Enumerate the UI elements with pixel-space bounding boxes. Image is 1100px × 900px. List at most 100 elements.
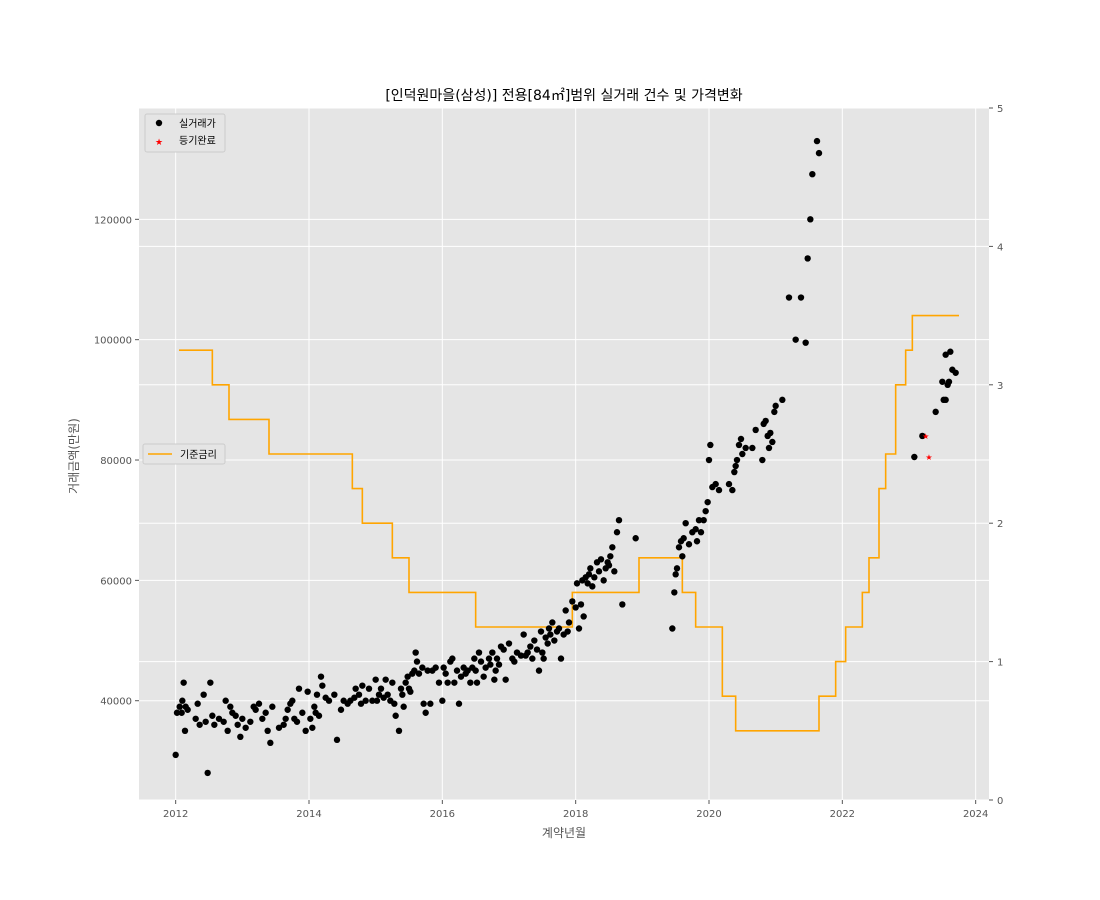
- price-point: [945, 378, 953, 385]
- price-point: [382, 676, 389, 683]
- price-point: [457, 673, 465, 680]
- price-point: [220, 718, 227, 725]
- price-point: [369, 697, 376, 704]
- price-point: [693, 538, 701, 545]
- price-point: [234, 721, 241, 728]
- y2-tick-label: 5: [997, 104, 1003, 115]
- price-point: [679, 553, 686, 560]
- price-point: [952, 369, 959, 376]
- price-point: [732, 462, 739, 470]
- price-point: [372, 676, 379, 683]
- price-point: [267, 739, 274, 747]
- price-point: [524, 649, 531, 656]
- price-point: [337, 706, 345, 713]
- price-point: [242, 724, 249, 731]
- price-point: [715, 486, 723, 494]
- price-point: [184, 706, 191, 713]
- price-point: [489, 649, 496, 656]
- price-point: [707, 441, 714, 449]
- price-point: [767, 429, 774, 437]
- price-point: [692, 526, 699, 533]
- price-point: [632, 535, 639, 542]
- price-point: [537, 628, 545, 635]
- y2-tick-label: 1: [997, 658, 1003, 669]
- price-point: [485, 655, 493, 662]
- price-point: [517, 652, 525, 659]
- y-tick-label: 100000: [94, 336, 132, 347]
- y2-tick-label: 4: [997, 242, 1003, 253]
- price-point: [539, 649, 546, 656]
- price-point: [475, 649, 483, 656]
- legend-price-label: 실거래가: [179, 118, 216, 130]
- price-point: [464, 667, 471, 674]
- plot-background: [139, 108, 989, 800]
- price-point: [672, 571, 679, 578]
- price-point: [797, 294, 805, 301]
- price-point: [402, 679, 409, 686]
- price-point: [412, 649, 419, 656]
- price-point: [172, 751, 179, 759]
- price-point: [942, 396, 949, 404]
- registered-points: ★★: [922, 432, 933, 462]
- price-point: [555, 625, 563, 632]
- price-point: [704, 498, 711, 506]
- price-point: [293, 718, 301, 725]
- price-point: [731, 468, 738, 476]
- x-axis-label: 계약년월: [542, 825, 586, 840]
- price-point: [733, 456, 741, 464]
- price-point: [491, 676, 498, 683]
- price-point: [222, 697, 229, 704]
- grid: [139, 107, 989, 801]
- y2-axis-ticks: 0 1 2 3 4 5: [989, 104, 1003, 807]
- price-point: [473, 679, 481, 686]
- price-point: [395, 727, 403, 734]
- price-point: [495, 661, 503, 668]
- price-point: [309, 724, 316, 731]
- price-point: [264, 727, 271, 734]
- price-point: [440, 664, 447, 671]
- price-point: [204, 769, 211, 777]
- price-point: [792, 336, 799, 343]
- price-point: [705, 456, 713, 464]
- price-point: [725, 480, 733, 488]
- price-point: [389, 679, 396, 686]
- price-point: [180, 679, 187, 686]
- price-point: [472, 667, 479, 674]
- price-point: [451, 679, 458, 686]
- x-tick-label: 2018: [563, 809, 588, 820]
- price-point: [759, 456, 766, 464]
- price-point: [700, 516, 707, 524]
- price-point: [500, 646, 507, 653]
- price-point: [611, 568, 618, 575]
- price-point: [809, 170, 816, 178]
- legend-registered-marker: ★: [155, 138, 163, 148]
- price-point: [573, 580, 581, 587]
- price-point: [302, 727, 309, 734]
- price-point: [482, 664, 489, 671]
- price-point: [529, 655, 536, 662]
- price-point: [565, 619, 573, 626]
- legend-registered-label: 등기완료: [179, 135, 216, 147]
- price-point: [577, 601, 585, 608]
- price-point: [196, 721, 203, 728]
- price-point: [352, 685, 359, 692]
- rate-step-path: [179, 314, 959, 732]
- price-point: [580, 613, 587, 620]
- price-point: [807, 216, 814, 223]
- price-point: [493, 655, 501, 662]
- price-point: [729, 486, 736, 494]
- price-point: [675, 544, 683, 551]
- price-point: [739, 450, 746, 458]
- x-tick-label: 2022: [830, 809, 855, 820]
- price-point: [207, 679, 214, 686]
- price-point: [540, 655, 547, 662]
- price-point: [176, 703, 183, 710]
- price-point: [939, 378, 946, 385]
- price-point: [742, 444, 749, 452]
- rate-step-line: [179, 314, 959, 732]
- price-point: [237, 733, 244, 741]
- x-tick-label: 2016: [430, 809, 455, 820]
- y-tick-label: 120000: [94, 215, 132, 226]
- price-point: [511, 658, 518, 665]
- price-point: [200, 691, 207, 698]
